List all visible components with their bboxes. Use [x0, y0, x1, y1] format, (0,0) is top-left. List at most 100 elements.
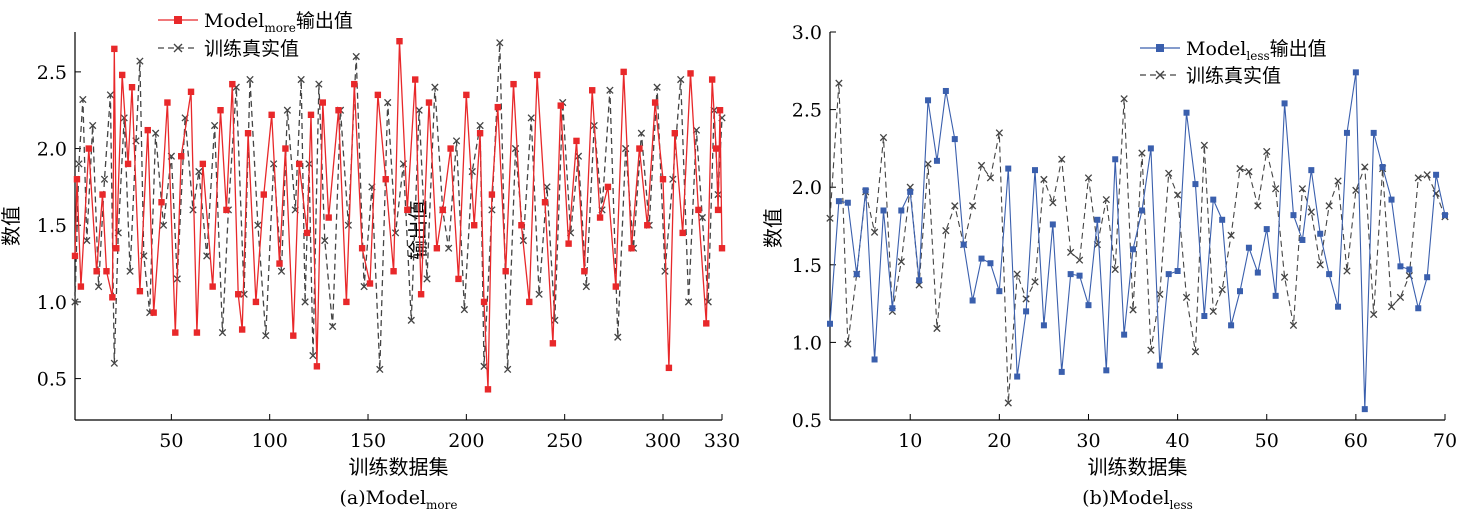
data-point	[1308, 167, 1315, 174]
data-point	[703, 320, 710, 327]
x-axis-label: 训练数据集	[349, 455, 449, 479]
data-point	[1263, 226, 1270, 233]
data-point	[671, 130, 679, 137]
series-1	[826, 79, 1449, 407]
data-point	[916, 277, 923, 284]
data-point	[262, 331, 270, 340]
data-point	[83, 236, 91, 245]
data-point	[889, 305, 896, 312]
data-point	[100, 175, 109, 183]
data-point	[897, 258, 905, 266]
data-point	[315, 80, 323, 88]
data-point	[1343, 267, 1351, 275]
data-point	[1084, 174, 1093, 182]
data-point	[118, 71, 126, 79]
data-point	[235, 291, 242, 298]
data-point	[684, 298, 693, 306]
data-point	[1415, 305, 1422, 312]
data-point	[480, 362, 488, 370]
y-tick-label: 2.5	[37, 62, 67, 84]
data-point	[110, 359, 118, 367]
data-point	[716, 107, 724, 114]
data-point	[1191, 348, 1200, 356]
panel-caption-sub: less	[1170, 498, 1193, 512]
data-point	[870, 228, 879, 236]
data-point	[252, 298, 260, 306]
data-point	[177, 153, 185, 160]
data-point	[1272, 292, 1279, 299]
data-point	[987, 260, 994, 267]
data-point	[246, 75, 254, 84]
data-point	[268, 111, 275, 119]
data-point	[85, 145, 92, 152]
data-point	[687, 70, 694, 77]
data-point	[1032, 167, 1038, 174]
data-point	[407, 316, 415, 324]
x-tick-label: 50	[159, 430, 183, 452]
data-point	[708, 76, 716, 83]
data-point	[1209, 307, 1217, 316]
data-point	[581, 268, 588, 275]
panel-caption: (a)Modelmore	[340, 487, 458, 512]
data-point	[533, 71, 541, 79]
data-point	[695, 206, 702, 214]
data-point	[1031, 278, 1039, 286]
data-point	[1014, 373, 1021, 380]
data-point	[1111, 265, 1119, 274]
data-point	[826, 214, 834, 222]
data-point	[661, 267, 669, 275]
data-point	[187, 88, 195, 96]
data-point	[1219, 216, 1226, 223]
data-point	[1174, 268, 1181, 275]
x-tick-label: 300	[645, 430, 681, 452]
data-point	[99, 191, 106, 198]
data-point	[1334, 177, 1342, 185]
data-point	[557, 102, 564, 109]
x-tick-label: 100	[252, 430, 288, 452]
data-point	[159, 221, 168, 229]
data-point	[360, 282, 368, 291]
panel-caption: (b)Modelless	[1082, 487, 1193, 512]
data-point	[628, 245, 635, 252]
data-point	[996, 288, 1003, 295]
data-point	[969, 297, 976, 304]
data-point	[679, 229, 686, 237]
series-line	[829, 83, 1446, 403]
data-point	[933, 157, 940, 164]
data-point	[111, 45, 118, 53]
data-point	[404, 206, 411, 214]
data-point	[835, 79, 843, 87]
data-point	[319, 99, 326, 106]
data-point	[589, 87, 596, 94]
series-line	[829, 72, 1446, 410]
data-point	[879, 133, 888, 142]
x-axis-label: 训练数据集	[1088, 455, 1188, 479]
data-point	[210, 121, 219, 130]
data-point	[827, 320, 833, 327]
data-point	[277, 267, 286, 275]
data-point	[260, 191, 267, 198]
data-point	[1112, 156, 1119, 163]
x-tick-label: 10	[898, 430, 922, 452]
data-point	[551, 316, 559, 324]
data-point	[158, 199, 165, 206]
data-point	[1370, 129, 1377, 136]
data-point	[704, 298, 712, 306]
data-point	[510, 80, 517, 88]
data-point	[463, 91, 470, 99]
data-point	[1423, 171, 1431, 179]
data-point	[344, 221, 353, 229]
data-point	[276, 260, 283, 267]
x-tick-label: 50	[1255, 430, 1279, 452]
data-point	[1067, 271, 1074, 278]
data-point	[951, 136, 958, 143]
x-tick-label: 200	[448, 430, 484, 452]
data-point	[136, 57, 144, 65]
data-point	[1076, 272, 1083, 279]
data-point	[431, 83, 439, 91]
data-point	[217, 107, 224, 114]
data-point	[1049, 221, 1056, 228]
data-point	[455, 275, 462, 283]
data-point	[651, 99, 659, 106]
data-point	[1325, 202, 1333, 210]
